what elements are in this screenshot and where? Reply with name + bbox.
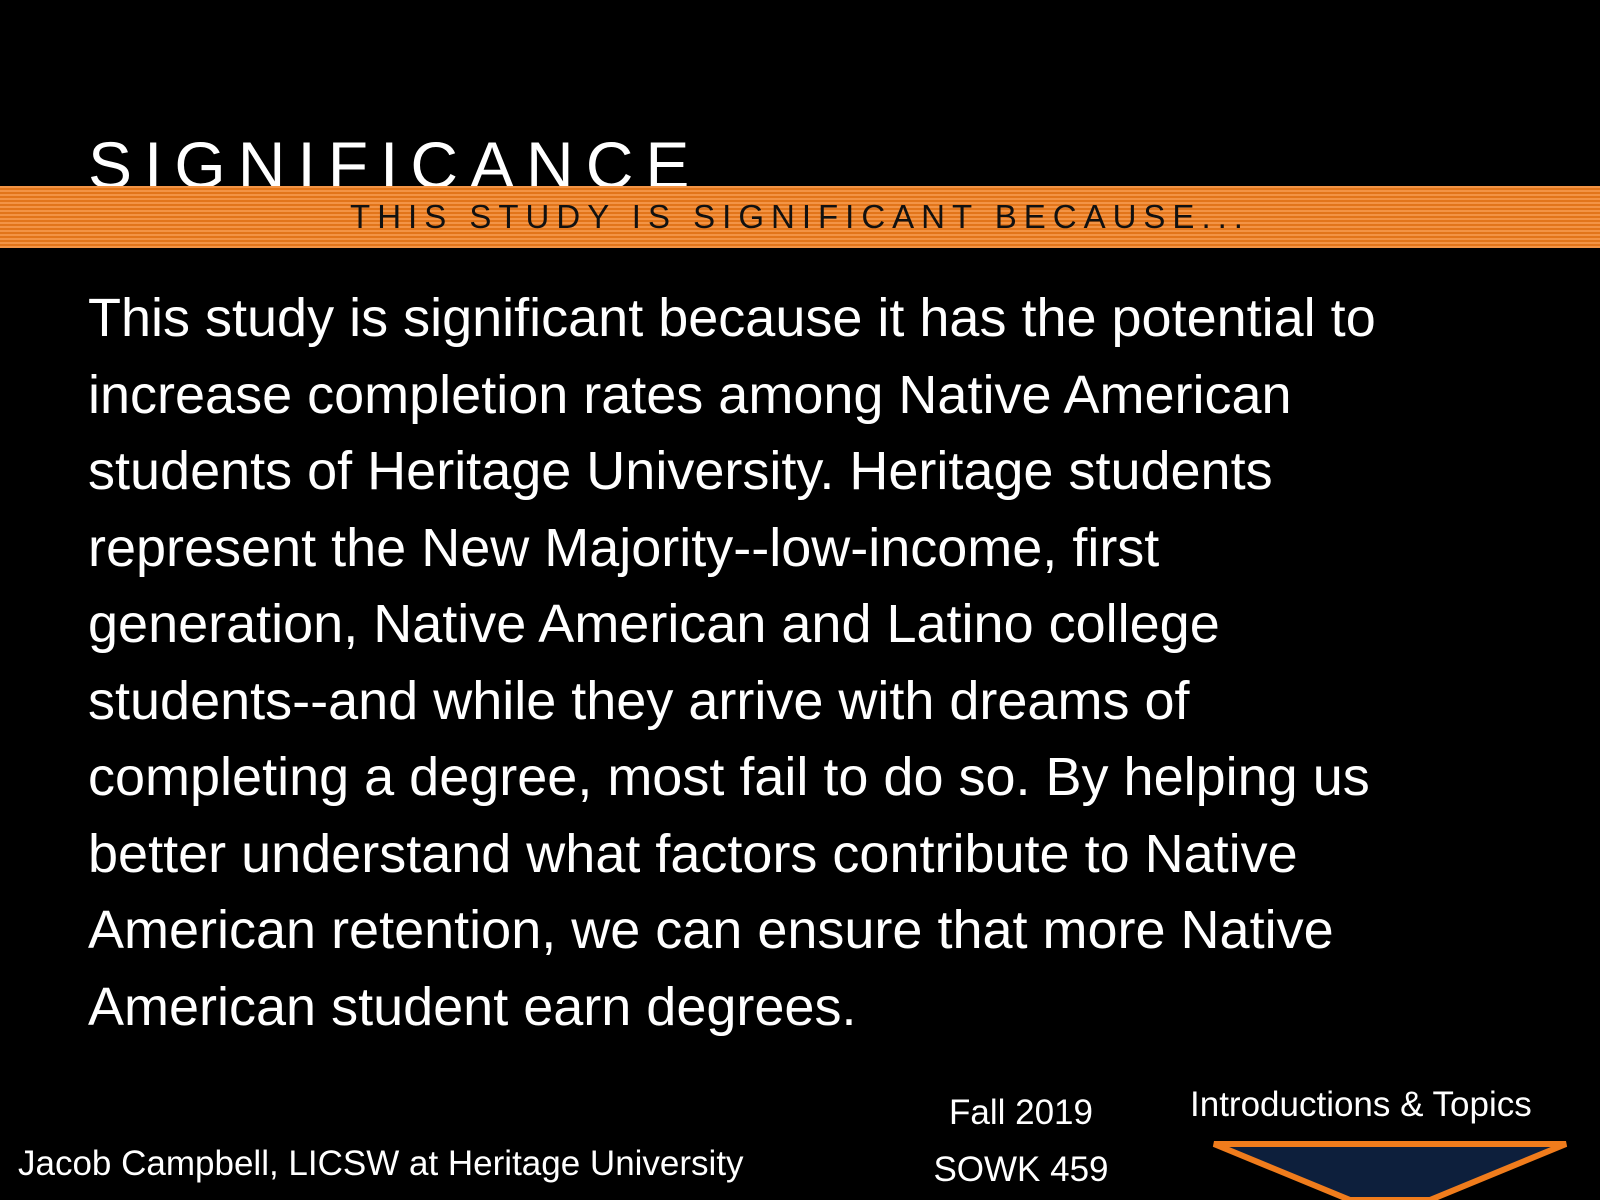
triangle-shape — [1212, 1141, 1568, 1200]
body-line: students--and while they arrive with dre… — [88, 670, 1190, 731]
body-line: This study is significant because it has… — [88, 288, 1376, 348]
footer-author: Jacob Campbell, LICSW at Heritage Univer… — [18, 1144, 744, 1183]
footer-section-title: Introductions & Topics — [1190, 1085, 1532, 1124]
body-line: American student earn degrees. — [88, 976, 857, 1037]
footer-course-info: Fall 2019 SOWK 459 — [916, 1084, 1126, 1198]
subtitle-band: THIS STUDY IS SIGNIFICANT BECAUSE... — [0, 186, 1600, 248]
body-line: students of Heritage University. Heritag… — [88, 441, 1273, 501]
body-line: represent the New Majority--low-income, … — [88, 517, 1160, 578]
body-line: generation, Native American and Latino c… — [88, 594, 1220, 654]
body-line: increase completion rates among Native A… — [88, 364, 1292, 425]
body-paragraph: This study is significant because it has… — [88, 280, 1488, 1045]
footer-course-code: SOWK 459 — [933, 1150, 1109, 1189]
body-line: better understand what factors contribut… — [88, 823, 1298, 884]
slide-subtitle: THIS STUDY IS SIGNIFICANT BECAUSE... — [350, 198, 1250, 235]
body-line: completing a degree, most fail to do so.… — [88, 747, 1370, 807]
body-line: American retention, we can ensure that m… — [88, 900, 1334, 960]
footer-term: Fall 2019 — [949, 1093, 1093, 1132]
triangle-icon — [1212, 1141, 1568, 1200]
